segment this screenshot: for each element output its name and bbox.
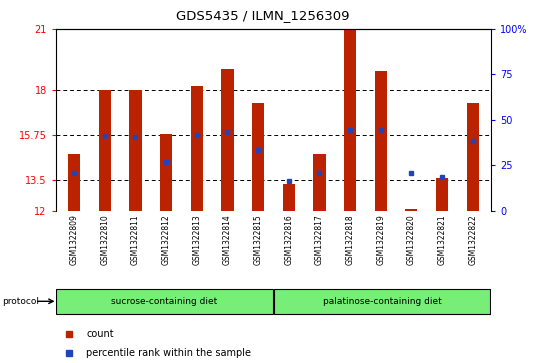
Bar xyxy=(405,208,417,211)
Bar xyxy=(222,69,234,211)
Text: GSM1322820: GSM1322820 xyxy=(407,214,416,265)
Text: GSM1322810: GSM1322810 xyxy=(100,214,109,265)
Text: GSM1322814: GSM1322814 xyxy=(223,214,232,265)
Bar xyxy=(68,154,80,211)
Text: GSM1322812: GSM1322812 xyxy=(162,214,171,265)
Text: palatinose-containing diet: palatinose-containing diet xyxy=(323,297,441,306)
Text: percentile rank within the sample: percentile rank within the sample xyxy=(86,348,251,358)
FancyBboxPatch shape xyxy=(56,289,273,314)
Text: GSM1322809: GSM1322809 xyxy=(70,214,79,265)
Bar xyxy=(436,178,448,211)
Text: GSM1322811: GSM1322811 xyxy=(131,214,140,265)
Bar xyxy=(374,72,387,211)
Bar xyxy=(282,184,295,211)
Text: protocol: protocol xyxy=(2,297,39,306)
Bar xyxy=(160,134,172,211)
Text: GSM1322821: GSM1322821 xyxy=(437,214,446,265)
Bar xyxy=(466,103,479,211)
Text: sucrose-containing diet: sucrose-containing diet xyxy=(112,297,218,306)
Bar xyxy=(99,90,111,211)
Bar xyxy=(191,86,203,211)
FancyBboxPatch shape xyxy=(274,289,490,314)
Text: GSM1322819: GSM1322819 xyxy=(376,214,385,265)
Bar xyxy=(129,90,142,211)
Text: GSM1322817: GSM1322817 xyxy=(315,214,324,265)
Text: GSM1322816: GSM1322816 xyxy=(284,214,294,265)
Text: GSM1322818: GSM1322818 xyxy=(345,214,354,265)
Bar xyxy=(252,103,264,211)
Text: GSM1322815: GSM1322815 xyxy=(253,214,263,265)
Text: count: count xyxy=(86,329,114,339)
Text: GSM1322813: GSM1322813 xyxy=(193,214,201,265)
Text: GDS5435 / ILMN_1256309: GDS5435 / ILMN_1256309 xyxy=(176,9,349,22)
Text: GSM1322822: GSM1322822 xyxy=(468,214,477,265)
Bar xyxy=(344,29,356,211)
Bar xyxy=(313,154,325,211)
